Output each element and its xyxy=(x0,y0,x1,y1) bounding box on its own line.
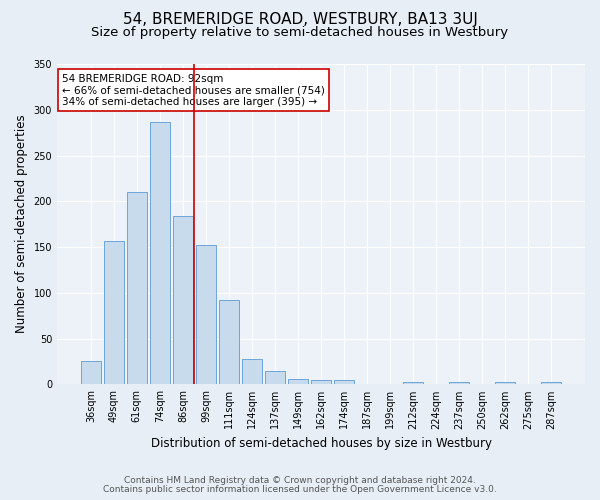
Bar xyxy=(265,370,285,384)
Bar xyxy=(150,122,170,384)
Bar xyxy=(403,382,423,384)
Bar xyxy=(242,358,262,384)
X-axis label: Distribution of semi-detached houses by size in Westbury: Distribution of semi-detached houses by … xyxy=(151,437,491,450)
Y-axis label: Number of semi-detached properties: Number of semi-detached properties xyxy=(15,115,28,334)
Text: Contains HM Land Registry data © Crown copyright and database right 2024.: Contains HM Land Registry data © Crown c… xyxy=(124,476,476,485)
Bar xyxy=(496,382,515,384)
Bar xyxy=(127,192,146,384)
Bar xyxy=(334,380,354,384)
Bar xyxy=(288,379,308,384)
Text: Contains public sector information licensed under the Open Government Licence v3: Contains public sector information licen… xyxy=(103,485,497,494)
Text: 54 BREMERIDGE ROAD: 92sqm
← 66% of semi-detached houses are smaller (754)
34% of: 54 BREMERIDGE ROAD: 92sqm ← 66% of semi-… xyxy=(62,74,325,107)
Bar xyxy=(173,216,193,384)
Bar xyxy=(541,382,561,384)
Bar xyxy=(81,362,101,384)
Bar xyxy=(219,300,239,384)
Bar xyxy=(104,240,124,384)
Bar xyxy=(449,382,469,384)
Text: 54, BREMERIDGE ROAD, WESTBURY, BA13 3UJ: 54, BREMERIDGE ROAD, WESTBURY, BA13 3UJ xyxy=(122,12,478,27)
Bar xyxy=(196,245,216,384)
Bar xyxy=(311,380,331,384)
Text: Size of property relative to semi-detached houses in Westbury: Size of property relative to semi-detach… xyxy=(91,26,509,39)
